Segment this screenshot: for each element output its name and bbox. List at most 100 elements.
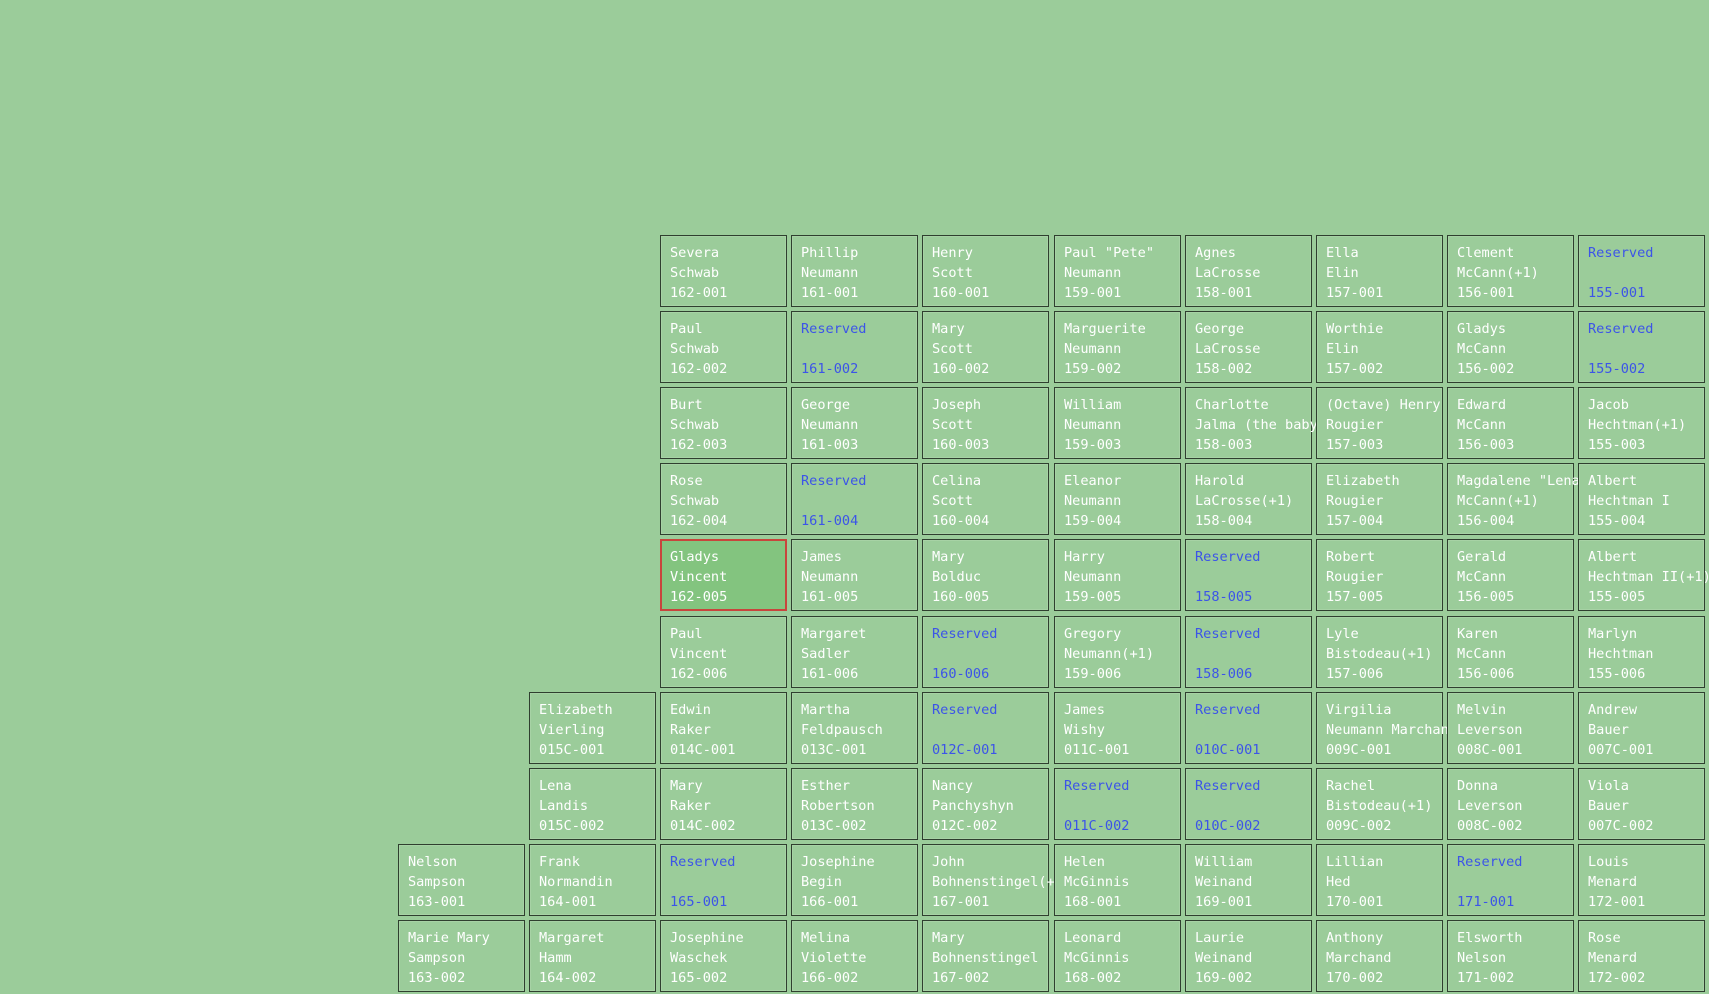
plot-cell[interactable]: Phillip Neumann 161-001 (791, 235, 918, 307)
plot-cell[interactable]: Burt Schwab 162-003 (660, 387, 787, 459)
plot-first-name: Reserved (1588, 245, 1654, 261)
plot-cell-reserved[interactable]: Reserved 011C-002 (1054, 768, 1181, 840)
plot-cell[interactable]: Ella Elin 157-001 (1316, 235, 1443, 307)
plot-cell[interactable]: Karen McCann 156-006 (1447, 616, 1574, 688)
plot-cell[interactable]: Robert Rougier 157-005 (1316, 539, 1443, 611)
plot-cell[interactable]: Josephine Begin 166-001 (791, 844, 918, 916)
plot-cell[interactable]: Frank Normandin 164-001 (529, 844, 656, 916)
plot-cell[interactable]: Severa Schwab 162-001 (660, 235, 787, 307)
plot-cell-reserved[interactable]: Reserved 165-001 (660, 844, 787, 916)
plot-cell[interactable]: (Octave) Henry Rougier 157-003 (1316, 387, 1443, 459)
plot-cell[interactable]: John Bohnenstingel(+1) 167-001 (922, 844, 1072, 916)
plot-cell-reserved[interactable]: Reserved 012C-001 (922, 692, 1049, 764)
plot-id: 171-002 (1457, 970, 1515, 986)
plot-cell-reserved[interactable]: Reserved 171-001 (1447, 844, 1574, 916)
plot-cell[interactable]: Harold LaCrosse(+1) 158-004 (1185, 463, 1312, 535)
plot-cell[interactable]: Marlyn Hechtman 155-006 (1578, 616, 1705, 688)
plot-id: 155-003 (1588, 437, 1646, 453)
plot-cell[interactable]: Esther Robertson 013C-002 (791, 768, 918, 840)
plot-cell[interactable]: Louis Menard 172-001 (1578, 844, 1705, 916)
plot-cell[interactable]: Helen McGinnis 168-001 (1054, 844, 1181, 916)
plot-cell[interactable]: Albert Hechtman I 155-004 (1578, 463, 1705, 535)
plot-cell[interactable]: Nelson Sampson 163-001 (398, 844, 525, 916)
plot-cell-reserved[interactable]: Reserved 010C-001 (1185, 692, 1312, 764)
plot-cell[interactable]: Paul Schwab 162-002 (660, 311, 787, 383)
plot-cell[interactable]: Nancy Panchyshyn 012C-002 (922, 768, 1049, 840)
plot-cell[interactable]: James Neumann 161-005 (791, 539, 918, 611)
plot-cell[interactable]: Elizabeth Rougier 157-004 (1316, 463, 1443, 535)
plot-cell[interactable]: Albert Hechtman II(+1) 155-005 (1578, 539, 1709, 611)
plot-cell[interactable]: Lena Landis 015C-002 (529, 768, 656, 840)
plot-cell[interactable]: Josephine Waschek 165-002 (660, 920, 787, 992)
plot-cell[interactable]: Andrew Bauer 007C-001 (1578, 692, 1705, 764)
plot-cell-reserved[interactable]: Reserved 158-006 (1185, 616, 1312, 688)
plot-cell[interactable]: Charlotte Jalma (the baby)(+1) 158-003 (1185, 387, 1359, 459)
plot-cell-reserved[interactable]: Reserved 161-004 (791, 463, 918, 535)
plot-cell-reserved[interactable]: Reserved 161-002 (791, 311, 918, 383)
plot-cell[interactable]: Melvin Leverson 008C-001 (1447, 692, 1574, 764)
plot-cell[interactable]: Virgilia Neumann Marchand 009C-001 (1316, 692, 1457, 764)
plot-cell[interactable]: Martha Feldpausch 013C-001 (791, 692, 918, 764)
plot-cell-reserved[interactable]: Reserved 010C-002 (1185, 768, 1312, 840)
plot-id: 156-003 (1457, 437, 1515, 453)
plot-last-name: Bohnenstingel(+1) (932, 874, 1072, 890)
plot-first-name: Gerald (1457, 549, 1507, 565)
plot-id: 014C-001 (670, 742, 736, 758)
plot-cell[interactable]: Paul "Pete" Neumann 159-001 (1054, 235, 1181, 307)
plot-cell[interactable]: Celina Scott 160-004 (922, 463, 1049, 535)
plot-cell[interactable]: Agnes LaCrosse 158-001 (1185, 235, 1312, 307)
plot-cell[interactable]: Lillian Hed 170-001 (1316, 844, 1443, 916)
plot-cell[interactable]: Edwin Raker 014C-001 (660, 692, 787, 764)
plot-cell[interactable]: Lyle Bistodeau(+1) 157-006 (1316, 616, 1443, 688)
plot-cell[interactable]: George Neumann 161-003 (791, 387, 918, 459)
plot-cell[interactable]: Mary Bolduc 160-005 (922, 539, 1049, 611)
plot-cell[interactable]: Mary Bohnenstingel 167-002 (922, 920, 1049, 992)
plot-cell-reserved[interactable]: Reserved 155-001 (1578, 235, 1705, 307)
plot-cell[interactable]: Magdalene "Lena" McCann(+1) 156-004 (1447, 463, 1588, 535)
plot-cell[interactable]: Elsworth Nelson 171-002 (1447, 920, 1574, 992)
plot-first-name: Henry (932, 245, 973, 261)
plot-cell[interactable]: Henry Scott 160-001 (922, 235, 1049, 307)
plot-cell-reserved[interactable]: Reserved 158-005 (1185, 539, 1312, 611)
plot-cell[interactable]: Melina Violette 166-002 (791, 920, 918, 992)
plot-cell[interactable]: Rose Schwab 162-004 (660, 463, 787, 535)
plot-cell[interactable]: Anthony Marchand 170-002 (1316, 920, 1443, 992)
plot-id: 155-002 (1588, 361, 1646, 377)
plot-cell[interactable]: James Wishy 011C-001 (1054, 692, 1181, 764)
plot-cell[interactable]: Margaret Sadler 161-006 (791, 616, 918, 688)
plot-cell[interactable]: Donna Leverson 008C-002 (1447, 768, 1574, 840)
plot-first-name: Lyle (1326, 626, 1359, 642)
plot-cell[interactable]: William Weinand 169-001 (1185, 844, 1312, 916)
plot-cell[interactable]: Edward McCann 156-003 (1447, 387, 1574, 459)
plot-cell[interactable]: Margaret Hamm 164-002 (529, 920, 656, 992)
plot-cell[interactable]: Leonard McGinnis 168-002 (1054, 920, 1181, 992)
plot-cell[interactable]: Mary Scott 160-002 (922, 311, 1049, 383)
plot-cell[interactable]: Viola Bauer 007C-002 (1578, 768, 1705, 840)
plot-cell[interactable]: Laurie Weinand 169-002 (1185, 920, 1312, 992)
plot-cell[interactable]: Gregory Neumann(+1) 159-006 (1054, 616, 1181, 688)
plot-cell[interactable]: Gerald McCann 156-005 (1447, 539, 1574, 611)
plot-last-name: Neumann Marchand (1326, 722, 1457, 738)
plot-cell[interactable]: Marguerite Neumann 159-002 (1054, 311, 1181, 383)
plot-cell[interactable]: Worthie Elin 157-002 (1316, 311, 1443, 383)
plot-cell[interactable]: Marie Mary Sampson 163-002 (398, 920, 525, 992)
plot-cell[interactable]: Mary Raker 014C-002 (660, 768, 787, 840)
plot-cell[interactable]: Rachel Bistodeau(+1) 009C-002 (1316, 768, 1443, 840)
plot-first-name: Mary (932, 549, 965, 565)
plot-cell[interactable]: Harry Neumann 159-005 (1054, 539, 1181, 611)
plot-cell-reserved[interactable]: Reserved 160-006 (922, 616, 1049, 688)
plot-cell[interactable]: Jacob Hechtman(+1) 155-003 (1578, 387, 1705, 459)
plot-cell[interactable]: Rose Menard 172-002 (1578, 920, 1705, 992)
plot-cell[interactable]: Paul Vincent 162-006 (660, 616, 787, 688)
plot-cell[interactable]: Eleanor Neumann 159-004 (1054, 463, 1181, 535)
plot-cell[interactable]: Clement McCann(+1) 156-001 (1447, 235, 1574, 307)
plot-cell[interactable]: William Neumann 159-003 (1054, 387, 1181, 459)
plot-cell-reserved[interactable]: Reserved 155-002 (1578, 311, 1705, 383)
plot-cell[interactable]: George LaCrosse 158-002 (1185, 311, 1312, 383)
plot-first-name: Harold (1195, 473, 1245, 489)
plot-cell[interactable]: Elizabeth Vierling 015C-001 (529, 692, 656, 764)
plot-cell-selected[interactable]: Gladys Vincent 162-005 (660, 539, 787, 611)
plot-cell[interactable]: Joseph Scott 160-003 (922, 387, 1049, 459)
plot-id: 167-001 (932, 894, 990, 910)
plot-cell[interactable]: Gladys McCann 156-002 (1447, 311, 1574, 383)
